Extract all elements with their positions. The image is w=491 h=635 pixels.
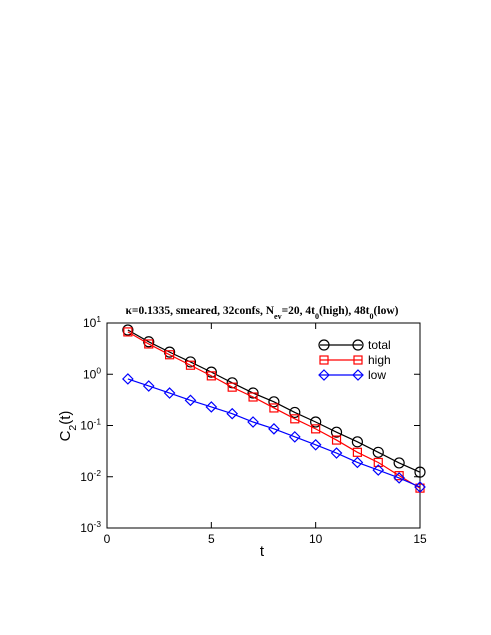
marker bbox=[352, 447, 362, 457]
marker bbox=[226, 377, 238, 389]
marker bbox=[288, 431, 301, 443]
marker bbox=[311, 424, 321, 434]
marker bbox=[310, 416, 322, 428]
marker bbox=[352, 369, 364, 381]
marker bbox=[247, 416, 259, 428]
series-line bbox=[127, 378, 421, 488]
marker bbox=[184, 394, 197, 407]
marker bbox=[184, 356, 197, 368]
marker bbox=[144, 339, 154, 349]
marker bbox=[268, 396, 280, 408]
marker bbox=[351, 436, 363, 448]
marker bbox=[372, 446, 384, 458]
marker bbox=[165, 350, 175, 360]
marker bbox=[143, 336, 155, 348]
marker bbox=[206, 371, 216, 381]
marker bbox=[373, 457, 383, 468]
y-tick-label: 10-2 bbox=[80, 468, 101, 484]
y-tick-label: 10-1 bbox=[80, 417, 101, 433]
series-line bbox=[127, 331, 421, 489]
marker bbox=[226, 407, 239, 420]
marker bbox=[319, 355, 329, 365]
marker bbox=[123, 327, 133, 337]
marker bbox=[414, 466, 426, 478]
marker bbox=[372, 464, 385, 476]
marker bbox=[414, 481, 426, 493]
marker bbox=[318, 339, 330, 351]
x-tick-label: 0 bbox=[104, 532, 111, 546]
legend-label: low bbox=[368, 368, 386, 382]
marker bbox=[142, 380, 155, 392]
marker bbox=[122, 373, 134, 385]
marker bbox=[248, 392, 258, 402]
x-tick-label: 15 bbox=[413, 532, 427, 546]
marker bbox=[290, 414, 300, 424]
y-tick-label: 100 bbox=[83, 365, 101, 381]
marker bbox=[393, 472, 405, 484]
x-tick-label: 10 bbox=[309, 532, 323, 546]
legend-label: total bbox=[368, 338, 391, 352]
marker bbox=[269, 403, 279, 413]
marker bbox=[393, 457, 405, 469]
y-tick-label: 101 bbox=[83, 314, 101, 330]
marker bbox=[268, 423, 280, 435]
legend-label: high bbox=[368, 353, 391, 367]
marker bbox=[289, 406, 301, 419]
marker bbox=[227, 382, 237, 392]
marker bbox=[247, 387, 259, 399]
marker bbox=[353, 355, 363, 365]
y-axis-label: C2(t) bbox=[57, 411, 79, 442]
marker bbox=[352, 339, 364, 351]
marker bbox=[330, 426, 343, 438]
x-tick-label: 5 bbox=[208, 532, 215, 546]
marker bbox=[185, 360, 196, 370]
marker bbox=[331, 435, 342, 445]
marker bbox=[122, 324, 134, 336]
marker bbox=[205, 401, 218, 413]
marker bbox=[351, 456, 364, 469]
marker bbox=[394, 471, 404, 481]
x-axis-label: t bbox=[260, 543, 265, 560]
series-line bbox=[127, 329, 421, 473]
marker bbox=[205, 366, 217, 378]
y-tick-label: 10-3 bbox=[80, 519, 101, 535]
marker bbox=[318, 369, 330, 381]
marker bbox=[309, 438, 322, 451]
marker bbox=[163, 387, 176, 399]
chart-title: κ=0.1335, smeared, 32confs, Nev=20, 4t0(… bbox=[126, 305, 399, 321]
marker bbox=[330, 447, 343, 459]
